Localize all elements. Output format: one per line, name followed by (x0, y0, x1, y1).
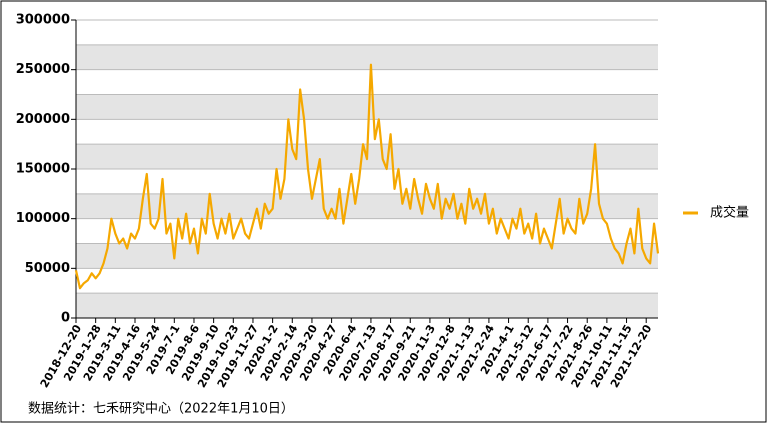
grid-band (76, 94, 658, 120)
y-tick-label: 300000 (16, 13, 70, 28)
legend-label: 成交量 (710, 205, 749, 221)
series-line (74, 63, 660, 290)
grid-band (76, 243, 658, 269)
grid-band (76, 44, 658, 70)
grid-band (76, 293, 658, 318)
y-tick-label: 0 (61, 311, 70, 326)
y-tick-label: 150000 (16, 162, 70, 177)
y-tick-label: 250000 (16, 62, 70, 77)
y-tick-label: 50000 (25, 261, 70, 276)
source-note: 数据统计：七禾研究中心（2022年1月10日） (28, 402, 294, 417)
y-tick-label: 100000 (16, 211, 70, 226)
y-tick-label: 200000 (16, 112, 70, 127)
